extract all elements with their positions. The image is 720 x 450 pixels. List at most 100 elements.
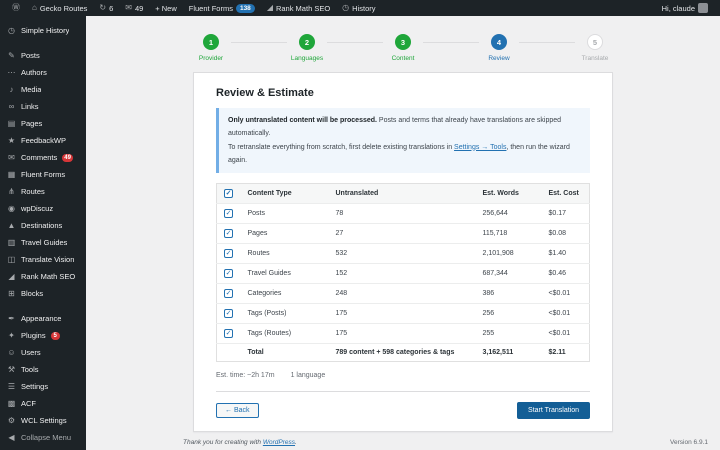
collapse-menu-button[interactable]: ◀ Collapse Menu — [0, 429, 86, 446]
row-checkbox[interactable]: ✓ — [224, 289, 233, 299]
sidebar-item-authors[interactable]: ⋯ Authors — [0, 64, 86, 81]
sidebar-item-label: Pages — [21, 119, 43, 128]
settings-tools-link[interactable]: Settings → Tools — [454, 143, 507, 151]
sidebar-item-settings[interactable]: ☰ Settings — [0, 378, 86, 395]
table-row: ✓ Pages 27 115,718 $0.08 — [216, 223, 590, 245]
sidebar-item-destinations[interactable]: ▲ Destinations — [0, 217, 86, 234]
footer-thanks-text: Thank you for creating with WordPress. — [183, 439, 297, 446]
sidebar-item-wcl-settings[interactable]: ⚙ WCL Settings — [0, 412, 86, 429]
wizard-step-content[interactable]: 3 Content — [383, 34, 423, 62]
sidebar-item-label: Translate Vision — [21, 255, 75, 264]
sidebar-item-label: Users — [21, 348, 41, 357]
new-label: + New — [155, 3, 177, 13]
update-icon: ↻ — [99, 3, 107, 12]
form-icon: ▦ — [7, 169, 16, 179]
wizard-step-provider[interactable]: 1 Provider — [191, 34, 231, 62]
user-icon: ☺ — [7, 347, 16, 357]
comments-menu[interactable]: ✉ 49 — [119, 0, 149, 16]
sidebar-item-plugins[interactable]: ✦ Plugins 5 — [0, 327, 86, 344]
sidebar-item-label: Comments — [21, 153, 58, 162]
sidebar-item-wpdiscuz[interactable]: ◉ wpDiscuz — [0, 200, 86, 217]
sidebar-item-label: Routes — [21, 187, 45, 196]
untranslated-count: 175 — [328, 303, 476, 325]
sidebar-menu: ◷ Simple History ✎ Posts ⋯ Authors ♪ Media ∞ Link… — [0, 22, 86, 429]
step-number: 3 — [395, 34, 411, 50]
back-button[interactable]: ← Back — [216, 403, 259, 419]
account-menu[interactable]: Hi, claude — [656, 0, 714, 16]
collapse-arrow-icon: ◀ — [8, 432, 15, 442]
fluent-forms-label: Fluent Forms — [188, 3, 233, 13]
rank-math-menu[interactable]: ◢ Rank Math SEO — [261, 0, 336, 16]
new-content-menu[interactable]: + New — [149, 0, 182, 16]
comment-bubble-icon: ✉ — [125, 3, 132, 12]
sidebar-item-acf[interactable]: ▩ ACF — [0, 395, 86, 412]
untranslated-count: 27 — [328, 223, 476, 245]
start-translation-button[interactable]: Start Translation — [517, 402, 590, 420]
sidebar-item-label: Fluent Forms — [21, 170, 66, 179]
est-words: 2,101,908 — [475, 243, 542, 265]
untranslated-count: 152 — [328, 263, 476, 285]
tools-icon: ⚒ — [7, 364, 16, 374]
site-name-menu[interactable]: ⌂ Gecko Routes — [26, 0, 93, 16]
est-cost: $0.08 — [541, 223, 590, 245]
row-checkbox[interactable]: ✓ — [224, 269, 233, 279]
sidebar-item-translate-vision[interactable]: ◫ Translate Vision — [0, 251, 86, 268]
step-label: Provider — [198, 55, 224, 62]
history-menu[interactable]: ◷ History — [336, 0, 381, 16]
sidebar-item-simple-history[interactable]: ◷ Simple History — [0, 22, 86, 39]
sidebar-item-blocks[interactable]: ⊞ Blocks — [0, 285, 86, 302]
sidebar-item-travel-guides[interactable]: ▥ Travel Guides — [0, 234, 86, 251]
untranslated-count: 78 — [328, 203, 476, 225]
row-checkbox[interactable]: ✓ — [224, 229, 233, 239]
settings-icon: ☰ — [7, 381, 16, 391]
page-title: Review & Estimate — [216, 87, 314, 99]
row-checkbox[interactable]: ✓ — [224, 329, 233, 339]
sidebar-item-pages[interactable]: ▤ Pages — [0, 115, 86, 132]
fluent-forms-menu[interactable]: Fluent Forms 138 — [183, 0, 261, 16]
wizard-step-languages[interactable]: 2 Languages — [287, 34, 327, 62]
select-all-checkbox[interactable]: ✓ — [224, 189, 233, 199]
step-number: 5 — [587, 34, 603, 50]
untranslated-count: 532 — [328, 243, 476, 265]
table-row: ✓ Posts 78 256,644 $0.17 — [216, 203, 590, 225]
sidebar-item-tools[interactable]: ⚒ Tools — [0, 361, 86, 378]
wordpress-logo-icon[interactable]: Ⓦ — [6, 0, 26, 16]
untranslated-count: 248 — [328, 283, 476, 305]
table-row: ✓ Tags (Posts) 175 256 <$0.01 — [216, 303, 590, 325]
sidebar-item-label: Posts — [21, 51, 40, 60]
wizard-step-translate[interactable]: 5 Translate — [575, 34, 615, 62]
table-header-row: ✓ Content Type Untranslated Est. Words E… — [216, 183, 590, 205]
sidebar-item-links[interactable]: ∞ Links — [0, 98, 86, 115]
updates-menu[interactable]: ↻ 6 — [93, 0, 119, 16]
sidebar-item-label: wpDiscuz — [21, 204, 54, 213]
content-type: Posts — [240, 203, 329, 225]
site-name: Gecko Routes — [39, 3, 88, 13]
sidebar-item-label: Destinations — [21, 221, 63, 230]
est-words: 256,644 — [475, 203, 542, 225]
sidebar-item-media[interactable]: ♪ Media — [0, 81, 86, 98]
sidebar-item-feedbackwp[interactable]: ★ FeedbackWP — [0, 132, 86, 149]
sidebar-item-comments[interactable]: ✉ Comments 49 — [0, 149, 86, 166]
sidebar-item-fluent-forms[interactable]: ▦ Fluent Forms — [0, 166, 86, 183]
step-connector — [423, 42, 479, 43]
column-header-est-words: Est. Words — [475, 183, 542, 205]
row-checkbox[interactable]: ✓ — [224, 309, 233, 319]
step-number: 2 — [299, 34, 315, 50]
sidebar-item-users[interactable]: ☺ Users — [0, 344, 86, 361]
est-words: 255 — [475, 323, 542, 345]
sidebar-item-label: Appearance — [21, 314, 62, 323]
sidebar-item-rank-math-seo[interactable]: ◢ Rank Math SEO — [0, 268, 86, 285]
content-type: Routes — [240, 243, 329, 265]
wordpress-link[interactable]: WordPress — [262, 439, 296, 446]
sidebar-item-label: Media — [21, 85, 42, 94]
table-row: ✓ Categories 248 386 <$0.01 — [216, 283, 590, 305]
sidebar-item-routes[interactable]: ⋔ Routes — [0, 183, 86, 200]
row-checkbox[interactable]: ✓ — [224, 249, 233, 259]
main-content: 1 Provider 2 Languages 3 Content 4 Review 5 Trans… — [86, 16, 720, 450]
sidebar-item-posts[interactable]: ✎ Posts — [0, 47, 86, 64]
wizard-step-review[interactable]: 4 Review — [479, 34, 519, 62]
grid-icon: ⊞ — [8, 288, 15, 298]
sidebar-item-appearance[interactable]: ✒ Appearance — [0, 310, 86, 327]
language-count-text: 1 language — [290, 372, 326, 380]
row-checkbox[interactable]: ✓ — [224, 209, 233, 219]
